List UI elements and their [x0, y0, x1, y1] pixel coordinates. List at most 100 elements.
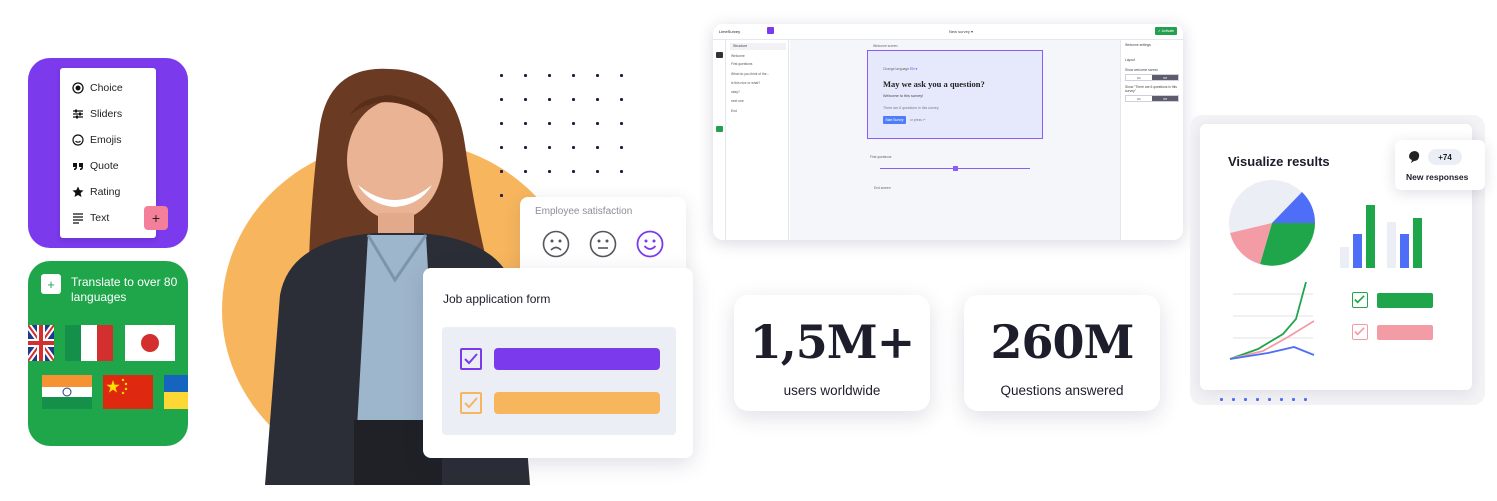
sliders-icon — [73, 109, 83, 119]
checkbox-checked[interactable] — [460, 392, 482, 414]
bar — [1400, 234, 1409, 268]
stat-label: Questions answered — [1000, 383, 1124, 398]
dot — [548, 122, 551, 125]
add-question-button[interactable]: + — [144, 206, 168, 230]
check-icon — [464, 397, 478, 409]
dot — [572, 170, 575, 173]
dot — [596, 146, 599, 149]
bar — [1353, 234, 1362, 268]
job-application-card: Job application form — [423, 268, 693, 458]
legend-checkbox[interactable] — [1352, 324, 1368, 340]
flag-japan-icon — [125, 325, 175, 361]
editor-icon[interactable] — [767, 27, 774, 34]
settings-panel: Welcome settings Layout Show welcome scr… — [1120, 40, 1183, 240]
dot — [1292, 398, 1295, 401]
dot — [1268, 398, 1271, 401]
option-bar — [494, 348, 660, 370]
dot — [572, 146, 575, 149]
structure-item[interactable]: First questions — [731, 62, 753, 66]
app-logo-icon — [716, 126, 723, 132]
menu-item-sliders[interactable]: Sliders — [60, 101, 156, 127]
dot — [1304, 398, 1307, 401]
line-chart-graphic — [1229, 281, 1315, 360]
app-name: LimeSurvey — [719, 29, 741, 34]
series-line — [1229, 320, 1315, 360]
check-icon — [1354, 295, 1365, 304]
divider-handle[interactable] — [953, 166, 958, 171]
flag-italy-icon — [64, 325, 114, 361]
legend-checkbox[interactable] — [1352, 292, 1368, 308]
pie-slice — [1272, 192, 1316, 223]
card-title: Visualize results — [1228, 154, 1330, 169]
stat-label: users worldwide — [783, 383, 881, 398]
dot — [620, 146, 623, 149]
activate-button[interactable]: ✓ Activate — [1155, 27, 1177, 35]
welcome-toggle[interactable]: On Off — [1125, 74, 1179, 81]
structure-item[interactable]: What do you think of the... — [731, 72, 770, 76]
pie-slice — [1230, 223, 1272, 264]
series-line — [1229, 281, 1307, 360]
menu-item-rating[interactable]: Rating — [60, 179, 156, 205]
menu-item-label: Choice — [90, 82, 123, 94]
quote-icon — [73, 163, 83, 170]
star-icon — [72, 186, 84, 197]
employee-satisfaction-card: Employee satisfaction — [520, 197, 686, 280]
flag-india-icon — [42, 375, 92, 409]
end-screen-label: End screen — [874, 186, 891, 190]
dot — [620, 98, 623, 101]
bar — [1366, 205, 1375, 268]
press-hint: or press ↵ — [910, 118, 926, 122]
dot — [596, 122, 599, 125]
menu-item-quote[interactable]: Quote — [60, 153, 156, 179]
dot — [572, 98, 575, 101]
dot — [1244, 398, 1247, 401]
dot-grid-decoration — [500, 74, 630, 204]
menu-item-label: Rating — [90, 186, 121, 198]
structure-item[interactable]: Is this nice or what? — [731, 81, 761, 85]
menu-item-label: Emojis — [90, 134, 122, 146]
menu-item-text[interactable]: Text — [60, 205, 156, 231]
dot — [524, 146, 527, 149]
dot — [620, 170, 623, 173]
dot — [500, 194, 503, 197]
menu-item-label: Sliders — [90, 108, 123, 120]
structure-item[interactable]: Welcome — [731, 54, 745, 58]
text-lines-icon — [73, 213, 83, 224]
structure-item[interactable]: End — [731, 109, 737, 113]
question-heading: May we ask you a question? — [883, 79, 985, 89]
dot — [596, 74, 599, 77]
structure-item[interactable]: next one — [731, 99, 744, 103]
language-label[interactable]: Change language EN ▾ — [883, 67, 918, 71]
pie-chart-graphic — [1229, 180, 1316, 266]
legend-bar — [1377, 293, 1433, 308]
add-language-button[interactable]: + — [41, 274, 61, 294]
flag-ukraine-icon — [164, 375, 188, 409]
survey-editor-window: LimeSurvey New survey ▾ ✓ Activate Struc… — [713, 24, 1183, 240]
dot — [1280, 398, 1283, 401]
dot — [572, 122, 575, 125]
editor-canvas: Welcome screen Change language EN ▾ May … — [790, 40, 1120, 240]
flag-uk-icon — [28, 325, 54, 361]
structure-item[interactable]: okay? — [731, 90, 740, 94]
sad-face-icon[interactable] — [542, 230, 570, 258]
dot — [620, 74, 623, 77]
dot — [1232, 398, 1235, 401]
editor-rail — [713, 40, 726, 240]
survey-title[interactable]: New survey ▾ — [949, 29, 974, 34]
flag-china-icon — [103, 375, 153, 409]
dot — [524, 122, 527, 125]
happy-face-icon[interactable] — [636, 230, 664, 258]
welcome-text: Welcome to this survey! — [883, 94, 924, 98]
card-title: Employee satisfaction — [535, 206, 633, 217]
menu-item-label: Text — [90, 212, 110, 224]
structure-icon[interactable] — [716, 52, 723, 58]
start-survey-button[interactable]: Start Survey — [883, 116, 906, 124]
checkbox-checked[interactable] — [460, 348, 482, 370]
menu-item-emojis[interactable]: Emojis — [60, 127, 156, 153]
dot — [500, 98, 503, 101]
count-toggle[interactable]: On Off — [1125, 95, 1179, 102]
welcome-screen-card[interactable]: Change language EN ▾ May we ask you a qu… — [867, 50, 1043, 139]
neutral-face-icon[interactable] — [589, 230, 617, 258]
dot — [500, 146, 503, 149]
menu-item-choice[interactable]: Choice — [60, 75, 156, 101]
